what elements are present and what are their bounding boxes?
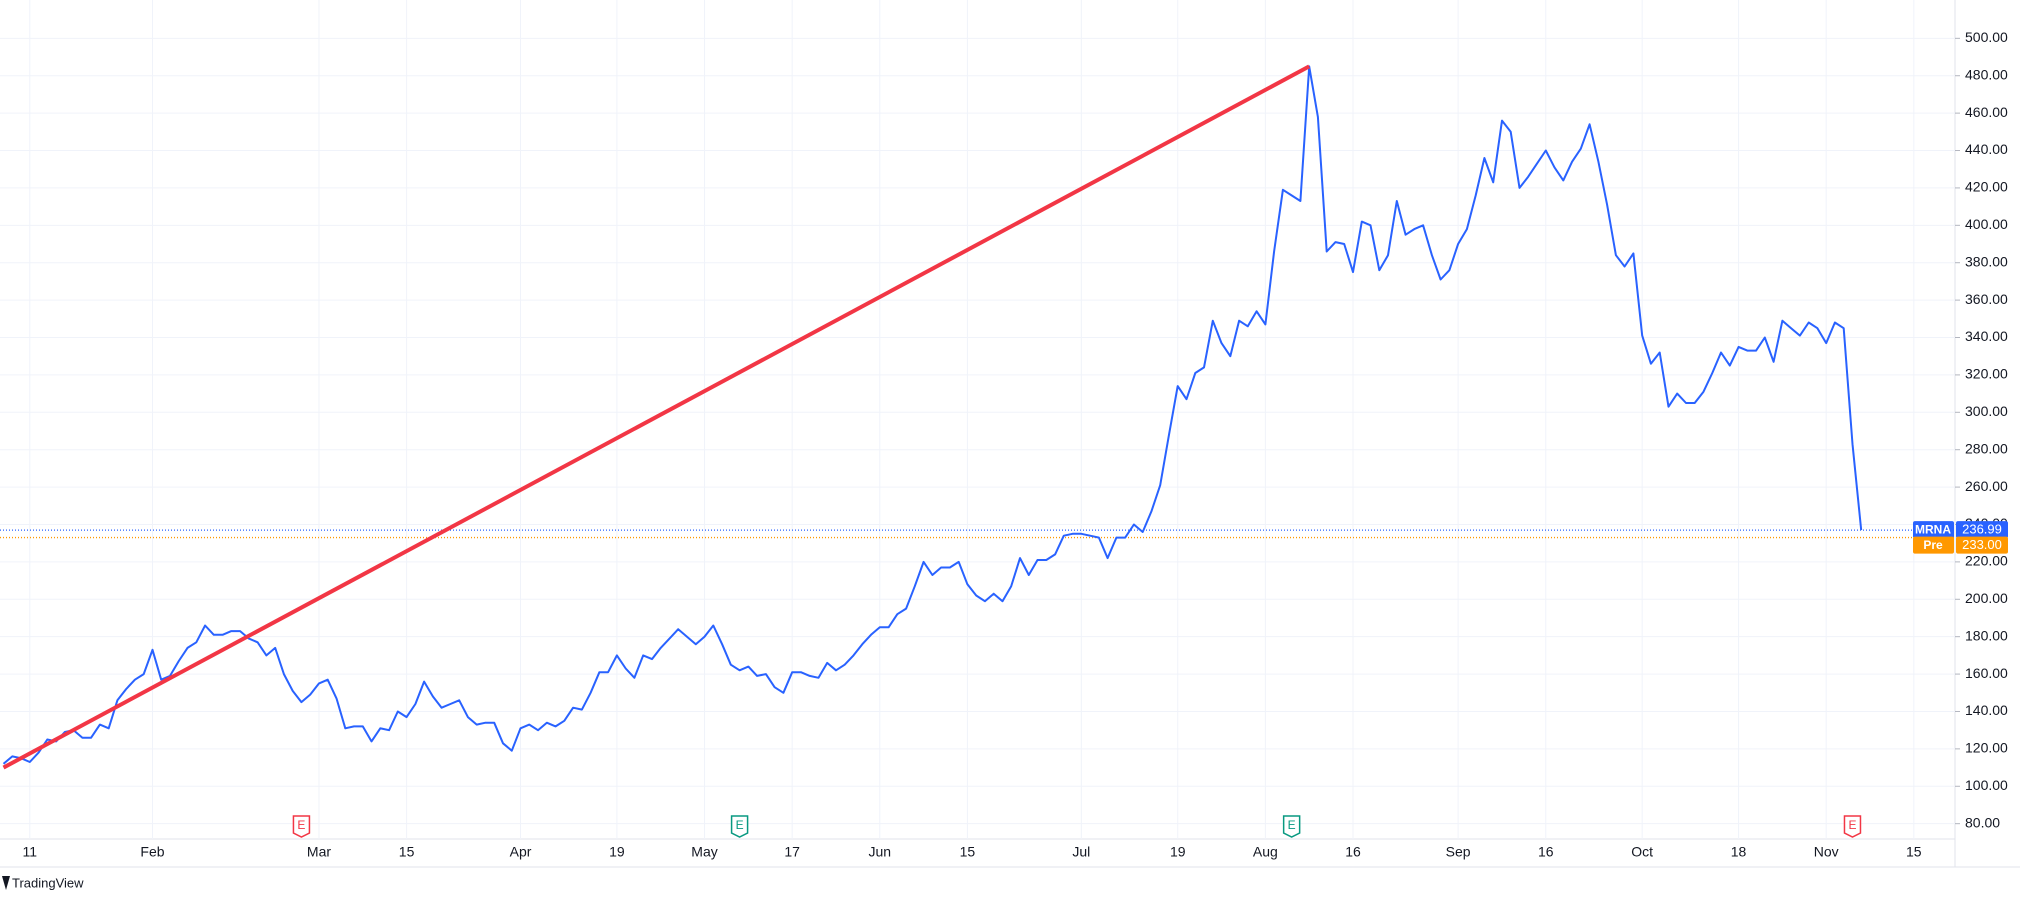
event-label: E	[297, 818, 305, 832]
y-tick-label: 260.00	[1965, 478, 2008, 494]
x-tick-label: 15	[1906, 844, 1922, 860]
y-tick-label: 100.00	[1965, 777, 2008, 793]
y-tick-label: 500.00	[1965, 29, 2008, 45]
y-tick-label: 220.00	[1965, 553, 2008, 569]
x-tick-label: Aug	[1253, 844, 1278, 860]
y-tick-label: 400.00	[1965, 216, 2008, 232]
x-tick-label: Jun	[869, 844, 892, 860]
x-tick-label: Feb	[140, 844, 164, 860]
x-tick-label: 17	[784, 844, 800, 860]
x-tick-label: 11	[23, 844, 38, 860]
price-value-box	[1956, 536, 2008, 554]
event-marker	[292, 815, 311, 838]
footer-brand: TradingView	[12, 875, 84, 890]
y-tick-label: 340.00	[1965, 328, 2008, 344]
event-label: E	[736, 818, 744, 832]
y-tick-label: 480.00	[1965, 66, 2008, 82]
x-tick-label: Oct	[1631, 844, 1653, 860]
event-marker	[1282, 815, 1301, 838]
price-name: Pre	[1923, 538, 1943, 552]
y-tick-label: 160.00	[1965, 665, 2008, 681]
price-value: 236.99	[1962, 522, 2002, 537]
x-tick-label: 19	[609, 844, 625, 860]
y-tick-label: 80.00	[1965, 814, 2000, 830]
x-tick-label: Sep	[1446, 844, 1471, 860]
price-line	[2, 65, 1863, 765]
y-tick-label: 200.00	[1965, 590, 2008, 606]
x-tick-label: Mar	[307, 844, 331, 860]
y-tick-label: 360.00	[1965, 291, 2008, 307]
x-tick-label: 16	[1345, 844, 1361, 860]
y-tick-label: 140.00	[1965, 702, 2008, 718]
event-marker	[730, 815, 749, 838]
y-tick-label: 460.00	[1965, 104, 2008, 120]
price-name: MRNA	[1915, 522, 1951, 536]
y-tick-label: 420.00	[1965, 179, 2008, 195]
x-tick-label: 15	[960, 844, 976, 860]
logo	[2, 876, 10, 890]
price-name-box	[1913, 521, 1954, 539]
x-tick-label: 18	[1731, 844, 1747, 860]
x-tick-label: May	[691, 844, 717, 860]
y-tick-label: 180.00	[1965, 627, 2008, 643]
y-tick-label: 300.00	[1965, 403, 2008, 419]
x-tick-label: Nov	[1814, 844, 1839, 860]
y-tick-label: 120.00	[1965, 740, 2008, 756]
price-name-box	[1913, 536, 1954, 554]
trendline	[2, 64, 1311, 770]
event-label: E	[1848, 818, 1856, 832]
x-tick-label: Apr	[510, 844, 532, 860]
x-tick-label: 15	[399, 844, 415, 860]
price-value-box	[1956, 521, 2008, 539]
y-tick-label: 440.00	[1965, 141, 2008, 157]
x-tick-label: 16	[1538, 844, 1554, 860]
x-tick-label: Jul	[1072, 844, 1090, 860]
y-tick-label: 320.00	[1965, 366, 2008, 382]
y-tick-label: 380.00	[1965, 253, 2008, 269]
y-tick-label: 280.00	[1965, 440, 2008, 456]
price-value: 233.00	[1962, 537, 2002, 552]
event-marker	[1843, 815, 1862, 838]
event-label: E	[1288, 818, 1296, 832]
x-tick-label: 19	[1170, 844, 1186, 860]
